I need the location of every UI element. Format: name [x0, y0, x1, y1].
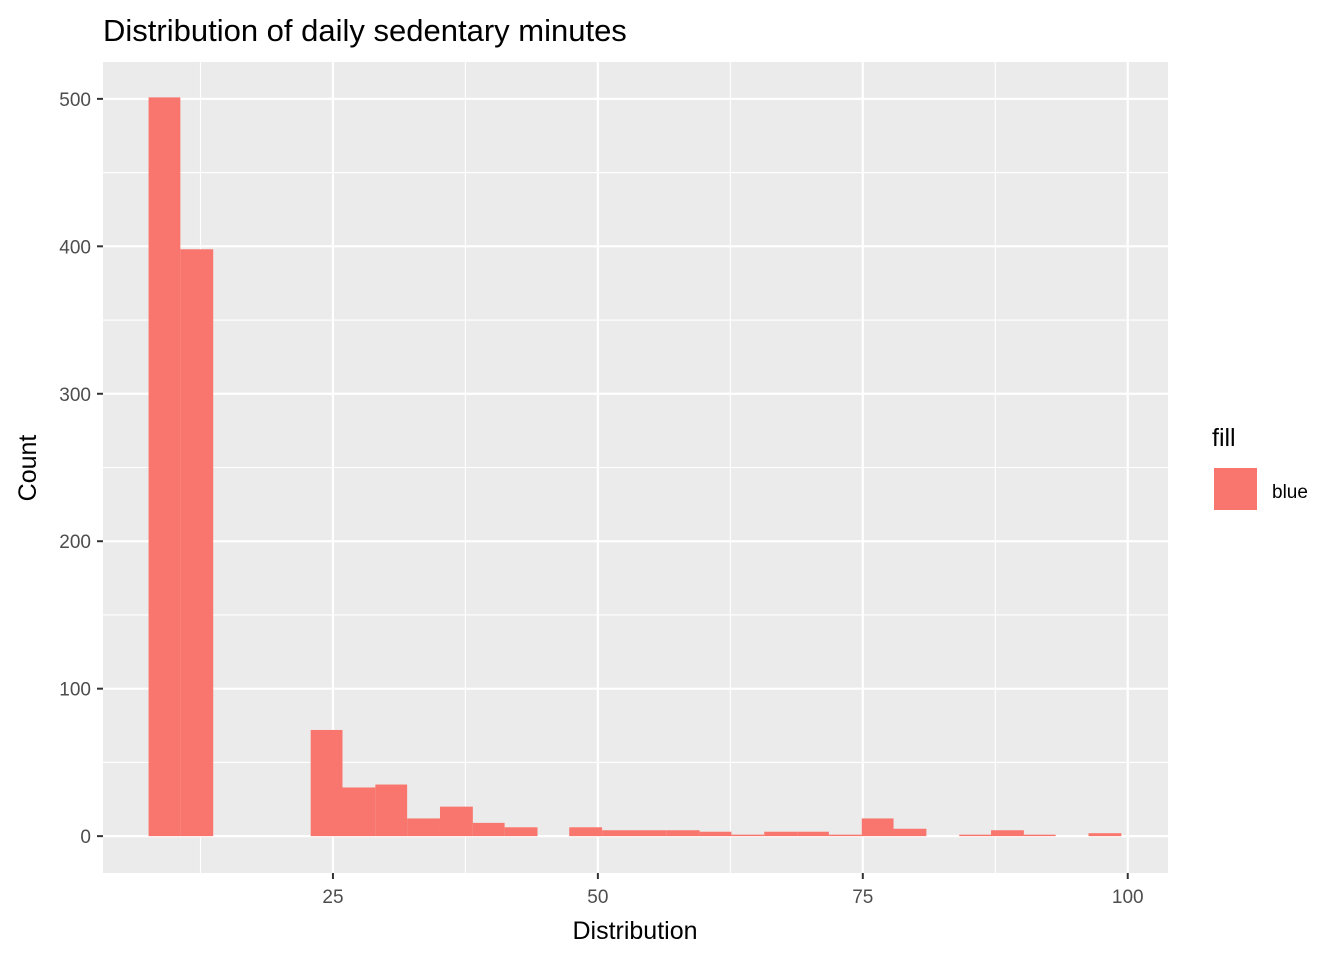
minor-gridlines — [103, 62, 1168, 873]
histogram-bar — [148, 97, 181, 837]
histogram-bar — [504, 827, 538, 837]
histogram-bar — [407, 818, 440, 837]
x-axis: 25 50 75 100 — [322, 873, 1144, 908]
histogram-bar — [991, 830, 1024, 837]
histogram-bar — [764, 831, 798, 837]
histogram-bar — [893, 828, 927, 837]
x-tick-label: 100 — [1112, 887, 1144, 908]
legend-key-swatch — [1214, 468, 1257, 510]
x-tick-label: 50 — [587, 887, 608, 908]
histogram-bar — [342, 787, 376, 837]
x-tick-label: 75 — [852, 887, 873, 908]
histogram-bar — [797, 831, 829, 837]
y-axis-title: Count — [14, 435, 42, 502]
histogram-bar — [472, 822, 505, 837]
histogram-bar — [1088, 833, 1122, 837]
y-tick-label: 500 — [59, 90, 91, 111]
histogram-bar — [861, 818, 894, 837]
legend: fill blue — [1212, 424, 1308, 510]
histogram-bar — [310, 729, 343, 837]
histogram-bar — [666, 830, 700, 837]
histogram-bar — [439, 806, 473, 837]
histogram-bar — [602, 830, 635, 837]
histogram-bars — [148, 97, 1122, 837]
histogram-bar — [828, 834, 862, 837]
x-tick-label: 25 — [322, 887, 343, 908]
legend-title: fill — [1212, 424, 1236, 452]
legend-label: blue — [1272, 482, 1308, 503]
histogram-bar — [180, 249, 214, 837]
histogram-bar — [569, 827, 603, 837]
histogram-bar — [959, 834, 992, 837]
histogram-bar — [634, 830, 667, 837]
y-tick-label: 0 — [80, 827, 91, 848]
y-axis: 0 100 200 300 400 500 — [59, 90, 103, 848]
major-gridlines — [103, 62, 1168, 873]
chart-title: Distribution of daily sedentary minutes — [103, 13, 627, 48]
histogram-bar — [699, 831, 732, 837]
y-tick-label: 100 — [59, 680, 91, 701]
histogram-bar — [1023, 834, 1056, 837]
histogram-bar — [375, 784, 408, 837]
y-tick-label: 400 — [59, 237, 91, 258]
histogram-bar — [731, 834, 765, 837]
x-axis-title: Distribution — [572, 917, 697, 945]
y-tick-label: 200 — [59, 532, 91, 553]
y-tick-label: 300 — [59, 385, 91, 406]
